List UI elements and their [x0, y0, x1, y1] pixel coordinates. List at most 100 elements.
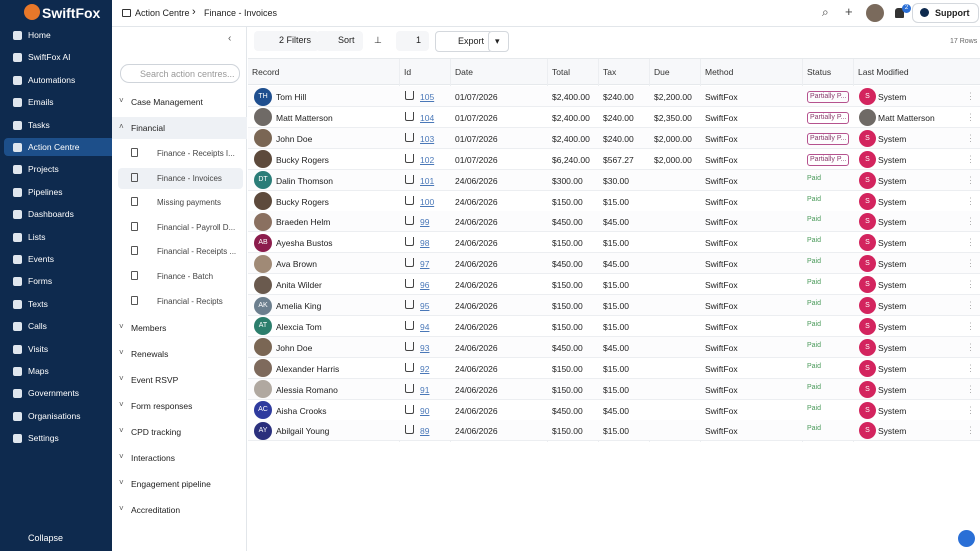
cell-record[interactable]: Ayesha Bustos [276, 238, 333, 249]
nav-item[interactable]: Lists [28, 231, 46, 242]
row[interactable] [248, 190, 980, 212]
row-menu[interactable]: ⋮ [966, 174, 975, 185]
nav-item[interactable]: Pipelines [28, 186, 63, 197]
nav-item[interactable]: Automations [28, 74, 76, 85]
child[interactable]: Finance - Receipts I... [157, 149, 235, 158]
cell-id[interactable]: 94 [420, 321, 430, 332]
cell-record[interactable]: John Doe [276, 342, 313, 353]
group[interactable]: Accreditation [131, 505, 181, 516]
row-menu[interactable]: ⋮ [966, 341, 975, 352]
cell-id[interactable]: 90 [420, 405, 430, 416]
cell-id[interactable]: 100 [420, 196, 435, 207]
column-header[interactable]: Id [404, 67, 412, 77]
row-menu[interactable]: ⋮ [966, 362, 975, 373]
row-menu[interactable]: ⋮ [966, 404, 975, 415]
row-menu[interactable]: ⋮ [966, 258, 975, 269]
group[interactable]: Engagement pipeline [131, 479, 211, 490]
nav-item[interactable]: Governments [28, 388, 80, 399]
row[interactable] [248, 253, 980, 275]
group[interactable]: CPD tracking [131, 427, 182, 438]
nav-item[interactable]: Texts [28, 298, 48, 309]
breadcrumb[interactable]: Action Centre [135, 8, 190, 18]
nav-item[interactable]: Dashboards [28, 209, 74, 220]
user-avatar[interactable] [866, 4, 884, 22]
row-menu[interactable]: ⋮ [966, 216, 975, 227]
cell-id[interactable]: 101 [420, 175, 435, 186]
nav-item[interactable]: Action Centre [28, 142, 80, 152]
cell-id[interactable]: 92 [420, 363, 430, 374]
cell-id[interactable]: 91 [420, 384, 430, 395]
cell-record[interactable]: Bucky Rogers [276, 196, 329, 207]
cell-id[interactable]: 105 [420, 92, 435, 102]
row[interactable] [248, 169, 980, 191]
column-header[interactable]: Date [455, 67, 473, 77]
column-header[interactable]: Due [654, 67, 670, 77]
cell-record[interactable]: Alexcia Tom [276, 321, 322, 332]
column-header[interactable]: Method [705, 67, 734, 77]
row-menu[interactable]: ⋮ [966, 320, 975, 331]
cell-id[interactable]: 95 [420, 301, 430, 311]
cell-record[interactable]: Ava Brown [276, 259, 317, 270]
cell-record[interactable]: John Doe [276, 133, 313, 144]
row[interactable] [248, 295, 980, 316]
column-header[interactable]: Tax [603, 67, 617, 77]
row[interactable] [248, 148, 980, 170]
collapse[interactable]: Collapse [28, 533, 64, 543]
nav-item[interactable]: Settings [28, 433, 59, 444]
nav-item[interactable]: Maps [28, 366, 49, 376]
row-menu[interactable]: ⋮ [966, 300, 975, 310]
cell-record[interactable]: Amelia King [276, 301, 322, 311]
cell-record[interactable]: Matt Matterson [276, 112, 333, 123]
row[interactable] [248, 127, 980, 149]
row[interactable] [248, 86, 980, 107]
cell-id[interactable]: 93 [420, 342, 430, 353]
group[interactable]: Financial [131, 123, 166, 133]
child[interactable]: Finance - Batch [157, 272, 214, 281]
nav-item[interactable]: SwiftFox AI [28, 52, 71, 63]
cell-record[interactable]: Aisha Crooks [276, 405, 327, 416]
cell-record[interactable]: Dalin Thomson [276, 175, 334, 186]
nav-item[interactable]: Projects [28, 164, 59, 175]
row[interactable] [248, 357, 980, 379]
column-header[interactable]: Status [807, 67, 832, 77]
row[interactable] [248, 232, 980, 254]
search[interactable]: Search action centres... [120, 64, 240, 83]
row-menu[interactable]: ⋮ [966, 153, 975, 164]
group[interactable]: Event RSVP [131, 375, 179, 386]
chat-button[interactable] [958, 530, 975, 547]
child[interactable]: Financial - Recipts [157, 296, 223, 306]
filters[interactable]: 2 Filters [254, 31, 320, 51]
cell-id[interactable]: 104 [420, 112, 435, 123]
row-menu[interactable]: ⋮ [966, 279, 975, 290]
search-icon[interactable]: ⌕ [822, 5, 829, 19]
child[interactable]: Missing payments [157, 198, 222, 208]
cell-id[interactable]: 102 [420, 154, 435, 165]
row[interactable] [248, 336, 980, 358]
row-menu[interactable]: ⋮ [966, 132, 975, 143]
nav-item[interactable]: Calls [28, 321, 47, 332]
cell-id[interactable]: 103 [420, 133, 435, 144]
sort[interactable]: Sort [316, 31, 363, 51]
column-header[interactable]: Record [252, 67, 280, 77]
hidden-fields[interactable]: 1 [396, 31, 430, 51]
nav-item[interactable]: Events [28, 254, 54, 264]
row[interactable] [248, 211, 980, 233]
add-icon[interactable]: + [845, 4, 853, 19]
cell-id[interactable]: 97 [420, 259, 430, 270]
panel-collapse[interactable]: ‹ [228, 33, 232, 44]
group[interactable]: Renewals [131, 349, 169, 360]
row[interactable] [248, 378, 980, 400]
cell-record[interactable]: Braeden Helm [276, 217, 331, 228]
pin[interactable]: ⊥ [374, 35, 382, 45]
cell-id[interactable]: 99 [420, 217, 430, 228]
cell-record[interactable]: Anita Wilder [276, 280, 322, 291]
row-menu[interactable]: ⋮ [966, 111, 975, 122]
row-menu[interactable]: ⋮ [966, 383, 975, 394]
cell-id[interactable]: 89 [420, 426, 430, 437]
support[interactable]: Support [912, 3, 979, 23]
cell-id[interactable]: 96 [420, 280, 430, 291]
row-menu[interactable]: ⋮ [966, 425, 975, 436]
row[interactable] [248, 106, 980, 128]
child[interactable]: Financial - Receipts ... [157, 247, 237, 257]
row[interactable] [248, 315, 980, 337]
